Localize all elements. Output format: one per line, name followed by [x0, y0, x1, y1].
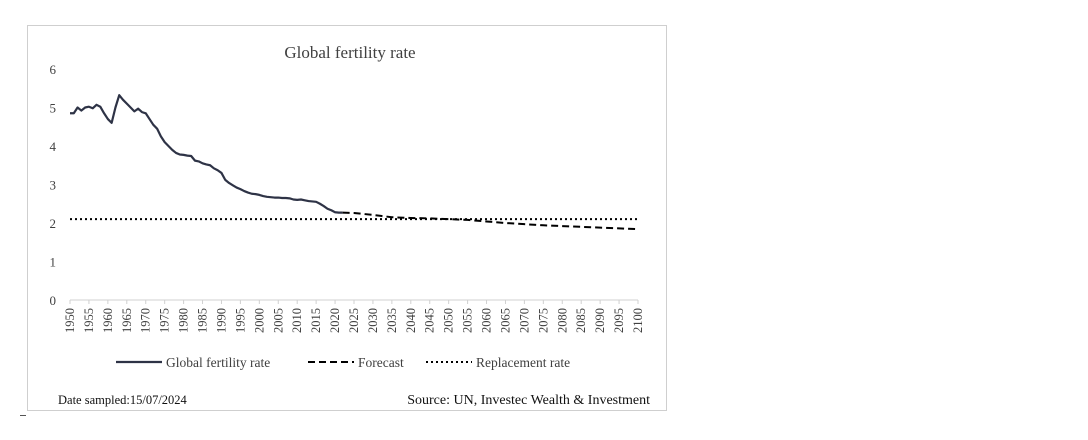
x-tick-label: 2080	[555, 308, 569, 333]
x-tick-label: 2010	[290, 308, 304, 333]
x-tick-label: 2030	[366, 308, 380, 333]
y-tick-label: 1	[50, 255, 57, 270]
x-tick-label: 2090	[593, 308, 607, 333]
x-tick-label: 2100	[631, 308, 645, 333]
x-tick-label: 2055	[461, 308, 475, 333]
x-tick-label: 1950	[63, 308, 77, 333]
y-axis: 0 1 2 3 4 5 6	[50, 62, 57, 308]
y-tick-label: 0	[50, 293, 57, 308]
edge-mark	[20, 415, 26, 416]
x-tick-label: 2050	[442, 308, 456, 333]
x-tick-label: 2085	[574, 308, 588, 333]
y-tick-label: 3	[50, 178, 57, 193]
x-tick-label: 1955	[82, 308, 96, 333]
x-tick-label: 2000	[252, 308, 266, 333]
chart-title: Global fertility rate	[284, 43, 415, 62]
x-tick-label: 2005	[271, 308, 285, 333]
x-tick-label: 2070	[517, 308, 531, 333]
legend-label: Forecast	[358, 355, 404, 370]
x-tick-label: 1965	[120, 308, 134, 333]
x-tick-label: 2025	[347, 308, 361, 333]
x-tick-label: 2060	[480, 308, 494, 333]
series-line-global-fertility-rate	[70, 94, 343, 214]
source-text: Source: UN, Investec Wealth & Investment	[407, 393, 650, 408]
x-tick-label: 2065	[498, 308, 512, 333]
legend-label: Replacement rate	[476, 355, 570, 370]
x-tick-label: 1995	[233, 308, 247, 333]
series-line-forecast	[342, 211, 639, 231]
x-tick-label: 2040	[404, 308, 418, 333]
x-tick-label: 2095	[612, 308, 626, 333]
series-layer	[70, 94, 639, 231]
x-tick-label: 2075	[536, 308, 550, 333]
x-tick-label: 2020	[328, 308, 342, 333]
x-tick-label: 1980	[177, 308, 191, 333]
legend-label: Global fertility rate	[166, 355, 270, 370]
x-tick-label: 1970	[139, 308, 153, 333]
y-tick-label: 2	[50, 216, 57, 231]
date-sampled-text: Date sampled:15/07/2024	[58, 393, 188, 407]
x-tick-label: 1990	[214, 308, 228, 333]
y-tick-label: 5	[50, 101, 57, 116]
x-axis: 1950 1955 1960 1965 1970 1975 1980 1985 1990 1995…	[63, 299, 645, 333]
legend: Global fertility rate Forecast Replacement…	[116, 355, 570, 370]
y-tick-label: 4	[50, 139, 57, 154]
x-tick-label: 2015	[309, 308, 323, 333]
y-tick-label: 6	[50, 62, 57, 77]
x-tick-label: 1960	[101, 308, 115, 333]
x-tick-label: 1985	[196, 308, 210, 333]
x-tick-label: 2035	[385, 308, 399, 333]
x-tick-label: 1975	[158, 308, 172, 333]
x-tick-label: 2045	[423, 308, 437, 333]
